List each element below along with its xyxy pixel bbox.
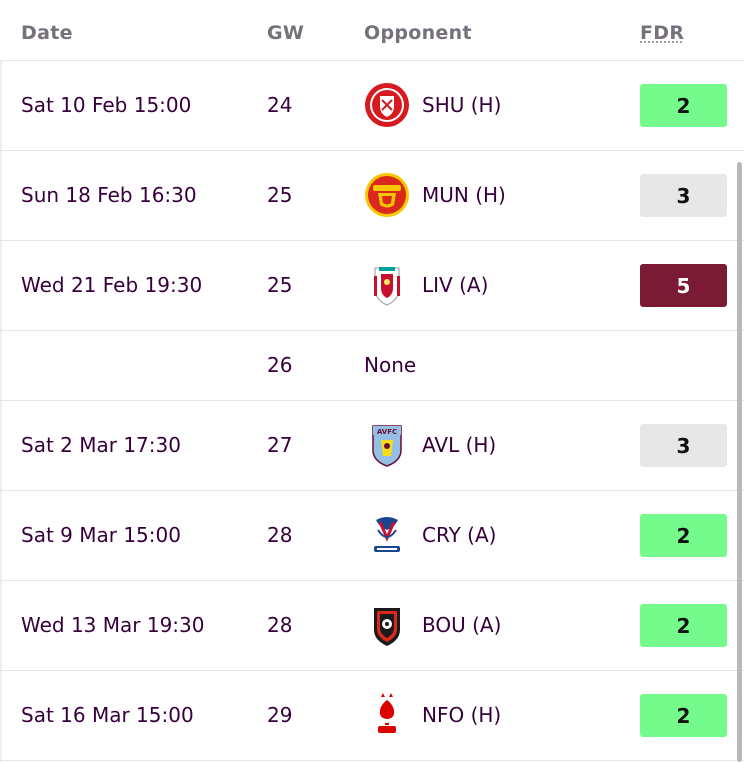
fixture-date: Sat 9 Mar 15:00 [21,523,181,547]
header-date: Date [21,22,73,44]
header-opponent: Opponent [364,22,472,44]
fixture-opponent: NFO (H) [422,703,502,727]
fixture-gameweek: 28 [267,613,293,637]
fixture-opponent: BOU (A) [422,613,502,637]
fixture-row: Sat 2 Mar 17:30 27 AVFC AVL (H) 3 [0,401,744,491]
fixture-opponent: SHU (H) [422,93,502,117]
fixture-row: Sat 9 Mar 15:00 28 CRY (A) 2 [0,491,744,581]
table-header: Date GW Opponent FDR [0,0,744,61]
bournemouth-crest-icon [374,608,400,646]
fdr-badge: 5 [640,264,727,307]
fdr-badge: 2 [640,514,727,557]
fdr-badge: 3 [640,174,727,217]
fixture-date: Sat 10 Feb 15:00 [21,93,192,117]
aston-villa-crest-icon: AVFC [372,425,402,467]
fixture-date: Wed 21 Feb 19:30 [21,273,203,297]
fixture-gameweek: 27 [267,433,293,457]
vertical-scrollbar[interactable] [737,162,742,762]
fixture-opponent: CRY (A) [422,523,497,547]
fixture-date: Wed 13 Mar 19:30 [21,613,205,637]
header-fdr[interactable]: FDR [640,22,685,44]
fdr-badge: 3 [640,424,727,467]
fdr-badge: 2 [640,604,727,647]
sheffield-united-crest-icon [365,83,409,127]
fixture-gameweek: 25 [267,273,293,297]
fixture-gameweek: 25 [267,183,293,207]
fixture-date: Sat 16 Mar 15:00 [21,703,194,727]
fixture-row: Sat 16 Mar 15:00 29 NFO (H) 2 [0,671,744,761]
fixture-gameweek: 29 [267,703,293,727]
header-gw: GW [267,22,305,44]
crystal-palace-crest-icon [374,517,400,552]
fdr-badge: 2 [640,84,727,127]
fixture-row: Sun 18 Feb 16:30 25 MUN (H) 3 [0,151,744,241]
fixture-row: Wed 13 Mar 19:30 28 BOU (A) 2 [0,581,744,671]
liverpool-crest-icon [374,267,400,306]
fixture-date: Sat 2 Mar 17:30 [21,433,181,457]
fixture-gameweek: 24 [267,93,293,117]
fixture-row: Wed 21 Feb 19:30 25 LIV (A) 5 [0,241,744,331]
left-edge [0,60,2,762]
fixture-opponent: LIV (A) [422,273,489,297]
fixture-opponent: AVL (H) [422,433,497,457]
fixture-date: Sun 18 Feb 16:30 [21,183,197,207]
svg-text:AVFC: AVFC [377,428,397,436]
fixture-gameweek: 26 [267,353,293,377]
manchester-united-crest-icon [365,173,409,217]
fixture-gameweek: 28 [267,523,293,547]
fdr-badge: 2 [640,694,727,737]
fixture-row: 26 None [0,331,744,401]
fixture-opponent: None [364,353,417,377]
nottingham-forest-crest-icon [378,693,396,733]
fixture-opponent: MUN (H) [422,183,506,207]
fixture-row: Sat 10 Feb 15:00 24 SHU (H) 2 [0,61,744,151]
